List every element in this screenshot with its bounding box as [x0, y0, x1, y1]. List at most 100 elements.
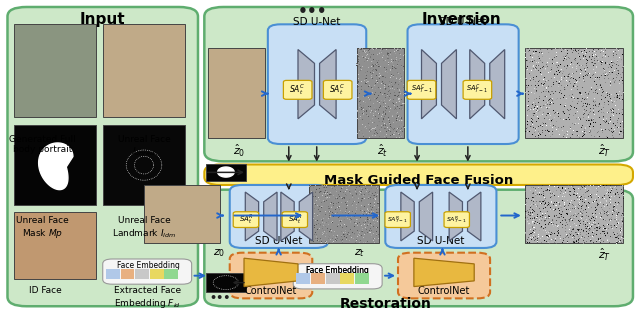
Point [546, 225, 556, 230]
Point [369, 126, 380, 132]
Point [559, 87, 570, 92]
Point [560, 87, 570, 92]
Point [541, 225, 551, 230]
Point [374, 50, 385, 55]
Point [612, 125, 623, 130]
Point [319, 185, 329, 190]
Point [541, 123, 551, 128]
Point [592, 63, 602, 68]
Point [578, 131, 588, 136]
Point [538, 230, 548, 236]
Point [556, 230, 566, 236]
Point [533, 83, 543, 88]
Point [390, 82, 400, 87]
Point [605, 51, 616, 56]
Point [593, 213, 603, 218]
Point [532, 222, 542, 227]
Point [533, 109, 543, 114]
Point [595, 196, 605, 201]
Point [547, 108, 557, 113]
Point [570, 97, 580, 102]
Point [569, 236, 579, 241]
Point [596, 61, 606, 66]
Point [369, 240, 380, 245]
Point [378, 123, 388, 128]
Point [595, 229, 605, 234]
Point [525, 221, 535, 226]
Point [346, 189, 356, 194]
Point [572, 134, 582, 139]
Point [537, 211, 547, 216]
Point [556, 207, 566, 212]
Point [541, 233, 552, 238]
Point [534, 206, 545, 211]
Point [579, 229, 589, 234]
Point [309, 214, 319, 219]
Point [570, 80, 580, 85]
Point [609, 51, 619, 56]
Point [618, 210, 628, 215]
Point [612, 190, 623, 195]
Point [563, 63, 573, 68]
Point [333, 232, 343, 237]
Point [558, 92, 568, 97]
Point [522, 103, 532, 108]
Point [352, 219, 362, 224]
Point [372, 60, 383, 65]
Point [547, 87, 557, 92]
Point [348, 193, 358, 198]
Point [614, 55, 625, 60]
Point [365, 97, 375, 102]
Point [355, 130, 365, 135]
Point [576, 202, 586, 207]
Point [530, 83, 540, 88]
Point [595, 228, 605, 233]
Point [530, 74, 540, 79]
Point [534, 213, 545, 218]
Point [556, 125, 566, 130]
Point [556, 110, 566, 115]
Point [569, 113, 579, 119]
Point [570, 185, 580, 191]
Point [557, 218, 568, 223]
Point [548, 63, 558, 68]
Point [573, 184, 583, 189]
FancyBboxPatch shape [284, 81, 312, 99]
Point [605, 193, 615, 198]
Point [524, 55, 534, 60]
Point [571, 63, 581, 68]
Point [373, 74, 383, 79]
Point [353, 117, 364, 122]
Point [603, 187, 613, 192]
Point [573, 101, 583, 106]
Point [598, 229, 608, 234]
Point [373, 108, 383, 113]
Point [375, 112, 385, 117]
Point [568, 121, 579, 126]
Point [561, 218, 571, 223]
Point [362, 215, 372, 220]
Point [532, 239, 543, 244]
Point [377, 94, 387, 100]
Point [605, 234, 615, 239]
Point [552, 94, 562, 99]
Point [524, 107, 534, 112]
Point [357, 46, 367, 51]
Point [536, 125, 546, 130]
Point [614, 235, 625, 240]
Point [520, 217, 531, 222]
Point [596, 103, 606, 108]
Point [610, 223, 620, 228]
Point [362, 219, 372, 224]
Point [380, 74, 390, 79]
Point [602, 206, 612, 211]
Point [533, 232, 543, 237]
Point [320, 194, 330, 199]
Point [361, 73, 371, 78]
Point [525, 216, 535, 221]
Point [535, 223, 545, 229]
Point [556, 203, 566, 208]
Point [353, 109, 363, 114]
FancyBboxPatch shape [398, 253, 490, 298]
Point [602, 133, 612, 138]
